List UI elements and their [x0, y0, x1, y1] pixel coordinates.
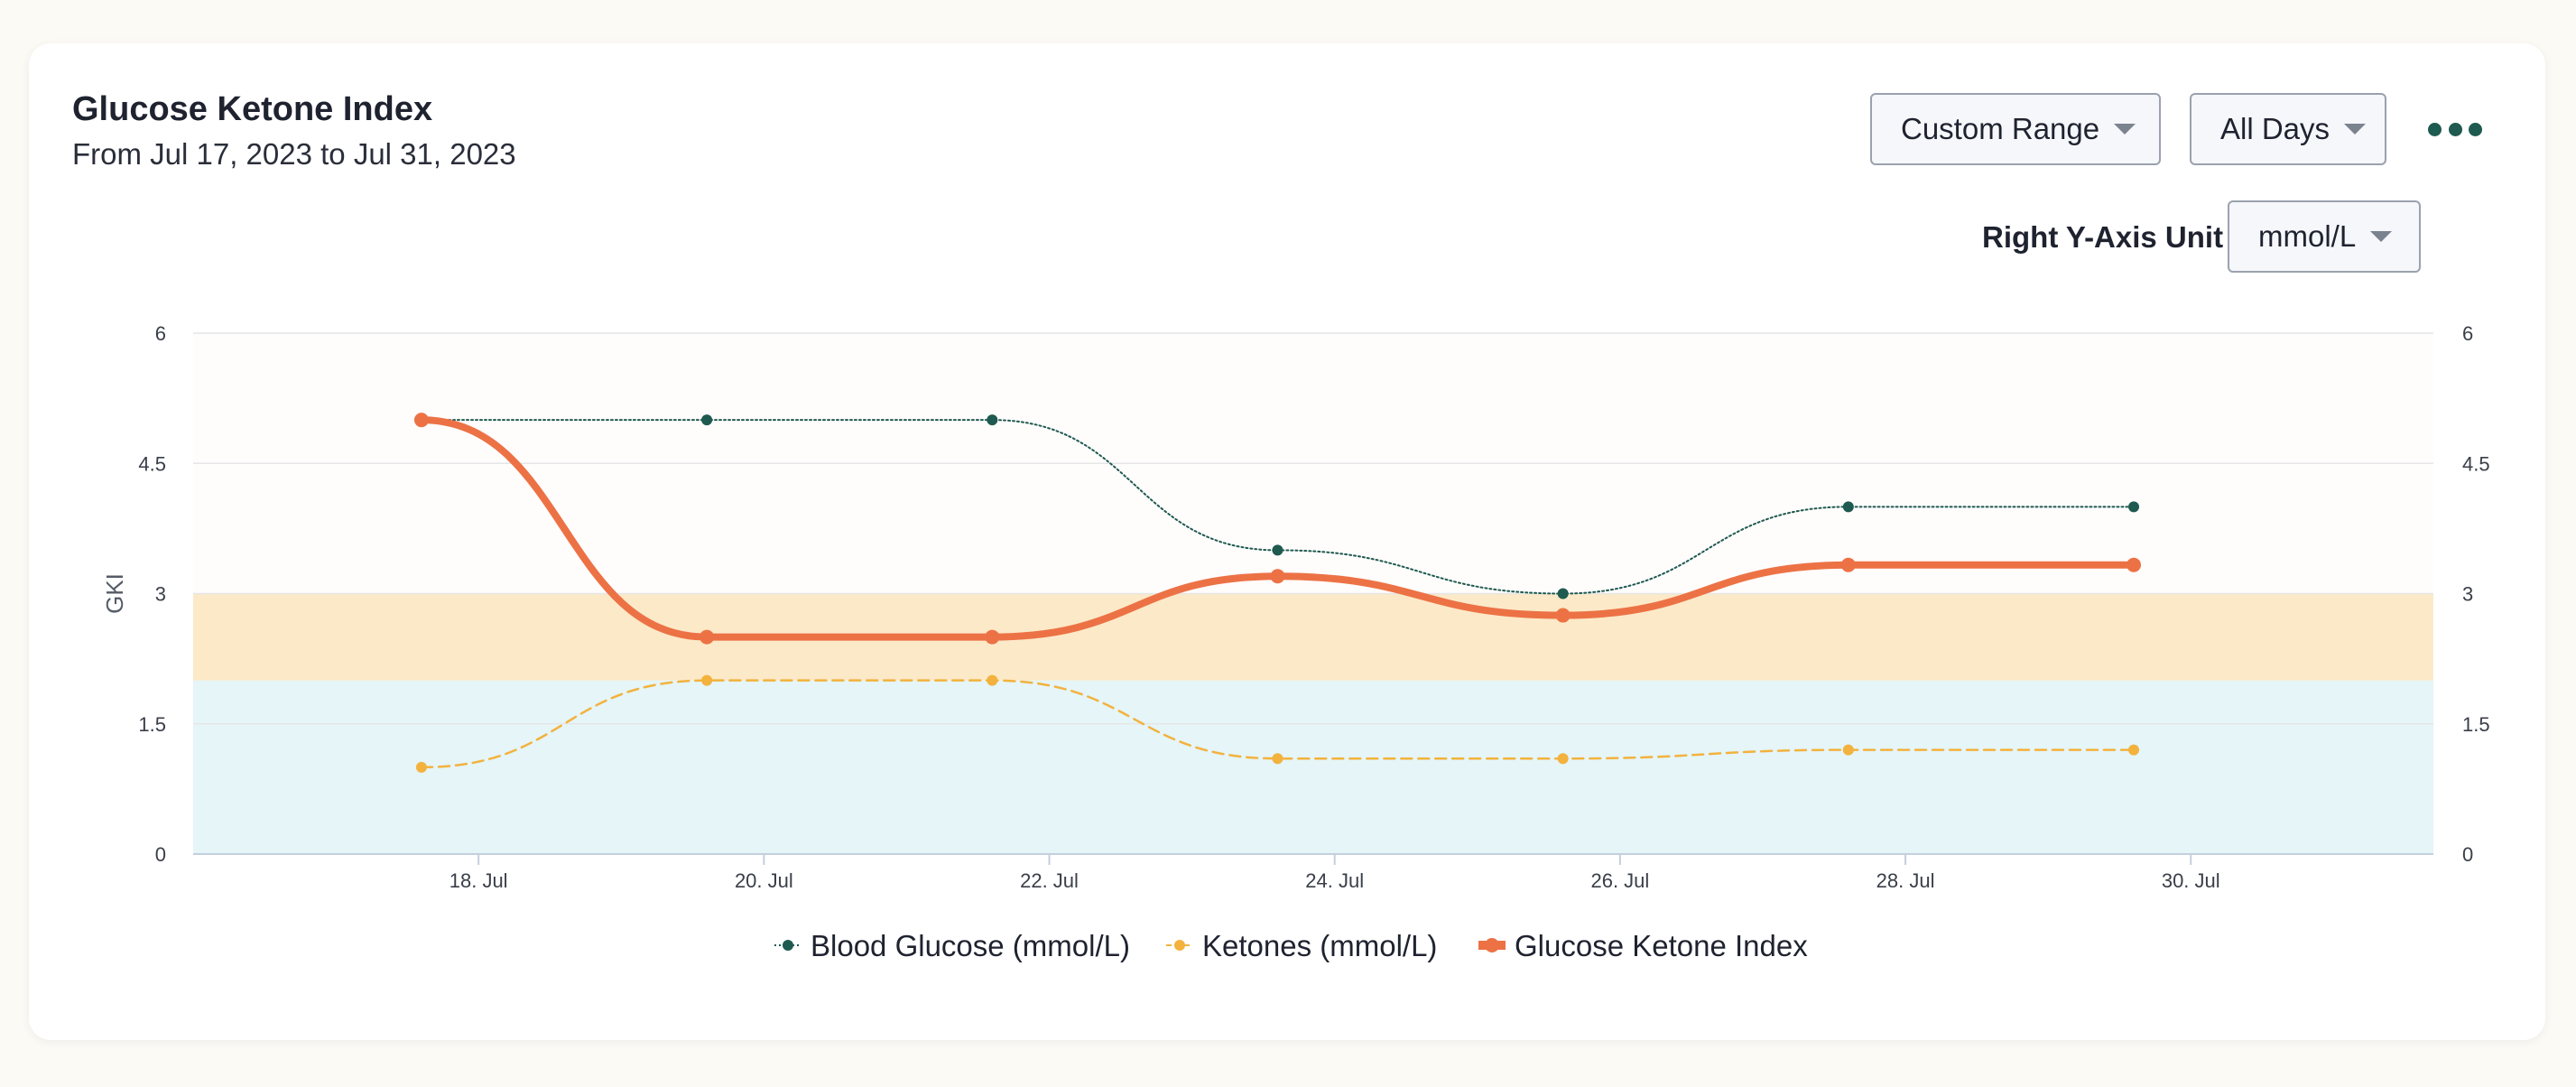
range-dropdown-label: Custom Range [1901, 112, 2100, 145]
y-tick-label-left: 6 [155, 322, 166, 345]
data-point [701, 414, 713, 426]
data-point [700, 629, 715, 645]
series-line-1 [420, 679, 2136, 769]
data-point [1557, 588, 1569, 599]
x-tick-label: 30. Jul [2162, 869, 2220, 892]
series-line-2 [417, 416, 2138, 641]
legend-swatch-marker [1174, 940, 1185, 951]
data-point [2128, 501, 2140, 513]
data-point [413, 413, 429, 428]
y-tick-label-left: 3 [155, 583, 166, 606]
y-tick-label-left: 0 [155, 843, 166, 866]
right-axis-unit-dropdown[interactable]: mmol/L [2228, 200, 2421, 273]
legend-swatch-marker [783, 940, 793, 951]
x-tick-label: 20. Jul [735, 869, 793, 892]
band-1 [193, 593, 2433, 681]
data-point [1840, 557, 1856, 572]
days-dropdown[interactable]: All Days [2190, 93, 2386, 165]
y-tick-label-right: 4.5 [2462, 452, 2490, 475]
y-tick-label-right: 6 [2462, 322, 2473, 345]
data-point [1557, 753, 1569, 765]
more-horizontal-icon [2428, 122, 2442, 136]
chart-legend: Blood Glucose (mmol/L) Ketones (mmol/L) Gl… [774, 929, 1808, 962]
chevron-down-icon [2344, 124, 2367, 135]
data-point [2128, 744, 2140, 756]
x-tick-label: 22. Jul [1020, 869, 1079, 892]
chart-series [413, 413, 2142, 773]
data-point [701, 674, 713, 686]
legend-swatch-marker [1485, 938, 1499, 952]
chart-title: Glucose Ketone Index [72, 90, 433, 128]
more-horizontal-icon [2469, 122, 2482, 136]
data-point [2127, 557, 2142, 572]
right-axis-unit-dropdown-label: mmol/L [2258, 219, 2357, 253]
y-axis-label: GKI [101, 573, 128, 614]
days-dropdown-label: All Days [2220, 112, 2330, 145]
y-tick-label-right: 1.5 [2462, 713, 2490, 736]
data-point [987, 414, 998, 426]
data-point [1842, 501, 1854, 513]
y-tick-label-right: 3 [2462, 583, 2473, 606]
right-axis-unit-label: Right Y-Axis Unit [1982, 220, 2224, 254]
band-0 [193, 680, 2433, 854]
range-dropdown[interactable]: Custom Range [1870, 93, 2161, 165]
date-range-subtitle: From Jul 17, 2023 to Jul 31, 2023 [72, 137, 516, 171]
data-point [1555, 608, 1571, 623]
x-tick-label: 24. Jul [1305, 869, 1364, 892]
legend-label: Blood Glucose (mmol/L) [811, 929, 1130, 962]
chevron-down-icon [2114, 124, 2136, 135]
chart-gridlines [193, 332, 2433, 855]
more-menu-button[interactable] [2428, 116, 2482, 143]
data-point [987, 674, 998, 686]
y-tick-label-left: 1.5 [138, 713, 166, 736]
data-point [1842, 744, 1854, 756]
chart-axes: 0 1.5 3 4.5 6 0 1.5 3 4.5 6 18. Jul 20. Jul 22. Jul 2… [101, 322, 2490, 892]
data-point [1270, 569, 1285, 584]
chevron-down-icon [2370, 231, 2393, 242]
legend-label: Glucose Ketone Index [1515, 929, 1808, 962]
more-horizontal-icon [2448, 122, 2462, 136]
data-point [415, 761, 427, 773]
x-tick-label: 28. Jul [1876, 869, 1935, 892]
y-tick-label-right: 0 [2462, 843, 2473, 866]
data-point [985, 629, 1000, 645]
data-point [1272, 753, 1283, 765]
data-point [1272, 544, 1283, 556]
x-tick-label: 26. Jul [1590, 869, 1649, 892]
y-tick-label-left: 4.5 [138, 452, 166, 475]
x-tick-label: 18. Jul [449, 869, 508, 892]
legend-label: Ketones (mmol/L) [1202, 929, 1437, 962]
